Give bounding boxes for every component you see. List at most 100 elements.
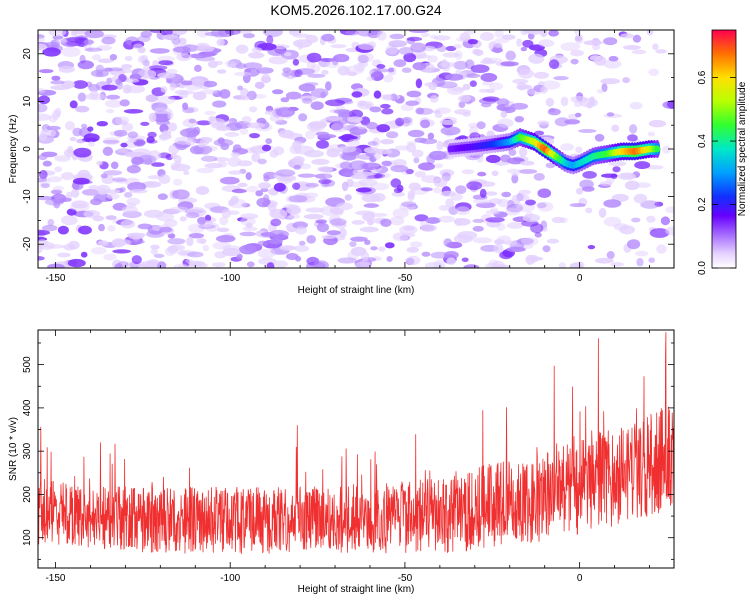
spectrogram-noise-blob (632, 34, 642, 43)
spectrogram-noise-blob (98, 223, 105, 232)
spectrogram-noise-blob (548, 30, 559, 37)
spectrogram-noise-blob (416, 107, 434, 115)
spectrogram-noise-blob (303, 192, 319, 198)
spectrogram-noise-blob (608, 160, 627, 167)
spectrogram-noise-blob (406, 246, 419, 253)
spectrogram-noise-blob (182, 102, 189, 110)
spectrogram-noise-blob (665, 206, 674, 214)
spectrogram-noise-blob (278, 129, 295, 139)
spectrogram-noise-blob (57, 225, 69, 235)
spectrogram-noise-blob (433, 177, 448, 188)
spectrogram-noise-blob (660, 216, 671, 226)
spectrogram-noise-blob (237, 85, 244, 91)
spectrogram-noise-blob (260, 232, 275, 237)
spectrogram-noise-blob (130, 239, 145, 245)
spectrogram-noise-blob (631, 217, 641, 223)
spectrogram-noise-blob (81, 137, 98, 143)
spectrogram-noise-blob (158, 174, 171, 185)
spectrogram-noise-blob (193, 145, 213, 155)
spectrogram-noise-blob (380, 103, 391, 109)
spectrogram-noise-blob (371, 193, 386, 202)
spectrogram-noise-blob (326, 230, 341, 236)
spectrogram-noise-blob (281, 71, 291, 77)
spectrogram-noise-blob (266, 35, 274, 45)
spectrogram-noise-blob (586, 102, 593, 109)
spectrogram-noise-blob (511, 194, 530, 202)
spectrogram-noise-blob (547, 108, 561, 116)
spectrogram-noise-blob (51, 75, 61, 81)
spectrogram-noise-blob (182, 118, 198, 128)
spectrogram-noise-blob (370, 246, 378, 251)
spectrogram-noise-blob (425, 217, 441, 224)
spectrogram-noise-blob (516, 81, 527, 91)
spectrogram-noise-blob (254, 81, 265, 90)
spectrogram-noise-blob (368, 166, 382, 172)
spectrogram-noise-blob (455, 185, 467, 195)
spectrogram-noise-blob (212, 100, 227, 108)
spectrogram-noise-blob (439, 119, 457, 126)
spectrogram-noise-blob (445, 73, 464, 81)
spectrogram-noise (38, 30, 674, 268)
spectrogram-noise-blob (489, 198, 502, 205)
spectrogram-noise-blob (603, 216, 622, 227)
spectrogram-noise-blob (70, 200, 90, 209)
spectrogram-noise-blob (463, 264, 480, 268)
spectrogram-noise-blob (433, 187, 442, 194)
spectrogram-noise-blob (384, 242, 395, 249)
spectrogram-noise-blob (105, 99, 123, 108)
spectrogram-noise-blob (295, 68, 315, 75)
spectrogram-noise-blob (191, 78, 205, 88)
spectrogram-noise-blob (533, 71, 550, 79)
spectrogram-noise-blob (430, 251, 450, 259)
spectrogram-noise-blob (585, 207, 593, 214)
spectrogram-noise-blob (482, 57, 493, 64)
spectrogram-noise-blob (38, 113, 52, 121)
spectrogram-noise-blob (217, 137, 225, 145)
spectrogram-noise-blob (297, 173, 316, 178)
spectrogram-noise-blob (194, 64, 202, 72)
snr-y-tick-label: 200 (22, 486, 33, 503)
spectrogram-noise-blob (197, 216, 207, 225)
spectrogram-noise-blob (622, 77, 630, 84)
spectrogram-noise-blob (434, 163, 444, 169)
spectrogram-noise-blob (445, 45, 457, 52)
spectrogram-noise-blob (115, 78, 122, 85)
spectrogram-noise-blob (179, 216, 187, 222)
spectrogram-noise-blob (95, 71, 104, 77)
spectrogram-noise-blob (315, 219, 328, 224)
spectrogram-noise-blob (101, 84, 118, 91)
spectrogram-noise-blob (525, 256, 544, 261)
spectrogram-noise-blob (305, 182, 320, 188)
spectrogram-noise-blob (148, 112, 157, 123)
spectrogram-noise-blob (288, 195, 308, 203)
spectrogram-noise-blob (427, 55, 439, 63)
spectrogram-noise-blob (88, 185, 100, 190)
spectrogram-noise-blob (496, 98, 510, 107)
spectrogram-noise-blob (76, 138, 85, 144)
spectrogram-noise-blob (358, 61, 369, 68)
spectrogram-noise-blob (472, 48, 481, 55)
spectrogram-noise-blob (518, 169, 538, 174)
colorbar-tick-label: 0.6 (697, 70, 708, 84)
spectrogram-noise-blob (77, 60, 95, 70)
spectrogram-noise-blob (355, 187, 372, 193)
chart-title: KOM5.2026.102.17.00.G24 (270, 2, 441, 18)
spectrogram-noise-blob (389, 216, 405, 226)
spectrogram-noise-blob (611, 124, 620, 132)
spectrogram-noise-blob (369, 68, 382, 78)
spectrogram-noise-blob (439, 61, 455, 68)
spectrogram-noise-blob (450, 193, 463, 201)
spectrogram-noise-blob (440, 126, 461, 136)
spectrogram-noise-blob (60, 215, 78, 226)
spectrogram-noise-blob (376, 124, 391, 133)
spectrogram-noise-blob (238, 244, 257, 255)
spectrogram-noise-blob (406, 36, 423, 42)
spectrogram-noise-blob (40, 183, 50, 189)
spectrogram-y-tick-label: 10 (22, 95, 33, 107)
spectrogram-noise-blob (434, 113, 443, 118)
spectrogram-noise-blob (240, 87, 249, 98)
spectrogram-noise-blob (325, 99, 345, 107)
spectrogram-noise-blob (467, 39, 478, 45)
spectrogram-noise-blob (204, 214, 212, 222)
spectrogram-noise-blob (421, 251, 431, 257)
